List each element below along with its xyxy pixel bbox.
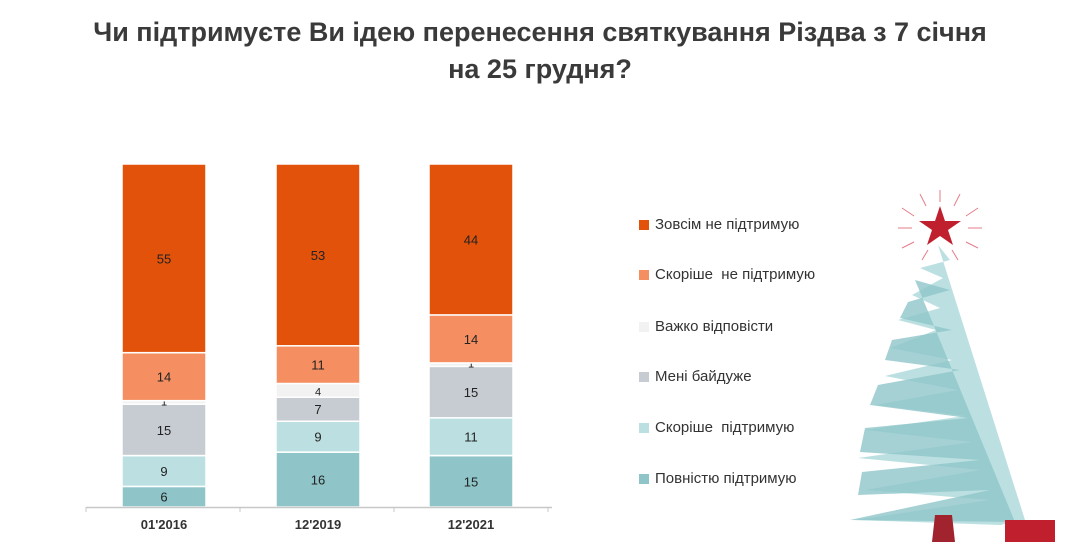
bar-segment: [121, 163, 207, 354]
data-label: 16: [311, 473, 325, 488]
legend-label: Зовсім не підтримую: [655, 216, 800, 233]
star-rays-icon: [898, 190, 982, 261]
ribbon-tree-icon: [850, 245, 1055, 542]
legend-swatch: [639, 269, 649, 280]
legend-label: Повністю підтримую: [655, 470, 797, 487]
x-tick-label: 01'2016: [141, 517, 187, 532]
legend-label: Мені байдуже: [655, 368, 752, 385]
legend-label: Скоріше не підтримую: [655, 266, 816, 283]
data-label: 11: [311, 358, 325, 373]
data-label: 9: [314, 430, 321, 445]
chart-title: Чи підтримуєте Ви ідею перенесення святк…: [0, 14, 1080, 88]
data-label: 15: [464, 385, 478, 400]
x-tick-label: 12'2021: [448, 517, 494, 532]
legend-swatch: [639, 422, 649, 433]
bar-segment: [428, 454, 514, 508]
data-label: 55: [157, 251, 171, 266]
bar-segment: [275, 163, 361, 347]
legend-swatch: [639, 219, 649, 230]
bar-segment: [275, 345, 361, 385]
data-label: 1: [161, 396, 167, 408]
legend-swatch: [639, 321, 649, 332]
legend-item: Зовсім не підтримую: [639, 216, 799, 233]
data-label: 44: [464, 232, 478, 247]
data-label: 1: [468, 359, 474, 371]
legend-item: Важко відповісти: [639, 318, 773, 335]
x-tick-label: 12'2019: [295, 517, 341, 532]
bar-segment: [121, 351, 207, 402]
data-label: 53: [311, 248, 325, 263]
data-label: 14: [157, 370, 171, 385]
data-label: 6: [160, 490, 167, 505]
star-icon: [919, 206, 961, 245]
data-label: 9: [160, 464, 167, 479]
bar-segment: [121, 403, 207, 457]
legend-label: Скоріше підтримую: [655, 419, 795, 436]
bar-segment: [428, 163, 514, 316]
bar-segment: [275, 451, 361, 508]
legend-item: Скоріше підтримую: [639, 419, 794, 436]
chart-title-line-1: Чи підтримуєте Ви ідею перенесення святк…: [93, 17, 987, 47]
legend-label: Важко відповісти: [655, 318, 774, 335]
legend-swatch: [639, 473, 649, 484]
legend-item: Скоріше не підтримую: [639, 266, 815, 283]
chart-title-line-2: на 25 грудня?: [448, 54, 632, 84]
data-label: 14: [464, 332, 478, 347]
data-label: 7: [314, 402, 321, 417]
bar-segment: [428, 365, 514, 419]
data-label: 15: [464, 474, 478, 489]
legend-item: Мені байдуже: [639, 368, 752, 385]
legend-swatch: [639, 371, 649, 382]
data-label: 4: [315, 386, 321, 398]
legend-item: Повністю підтримую: [639, 470, 797, 487]
stacked-bar-chart: 6 9 15 1 14 55 01'2016 16 9 7 4 11 53 12'2019 15 11 15 1 1…: [85, 163, 552, 532]
data-label: 15: [157, 423, 171, 438]
christmas-tree-illustration: [850, 190, 1055, 542]
bar-segment: [428, 314, 514, 364]
data-label: 11: [464, 430, 478, 445]
